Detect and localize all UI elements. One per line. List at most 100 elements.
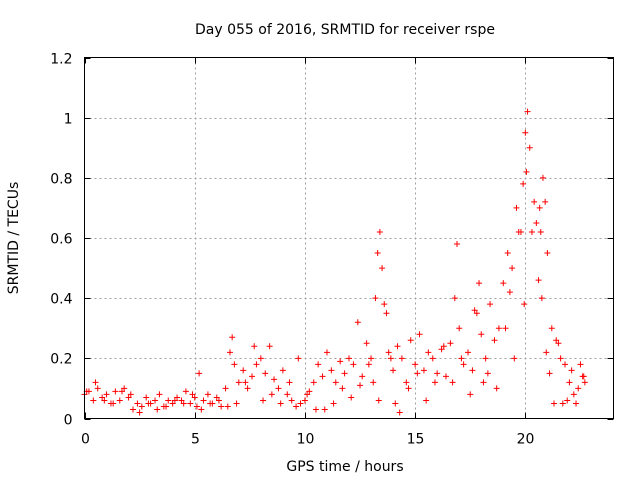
x-tick-label: 15 (407, 432, 425, 448)
data-point (145, 400, 152, 407)
data-point (447, 340, 454, 347)
data-point (548, 325, 555, 332)
data-point (431, 379, 438, 386)
data-point (379, 265, 386, 272)
data-point (193, 403, 200, 410)
data-point (266, 343, 273, 350)
data-point (231, 361, 238, 368)
x-tick-label: 0 (81, 432, 90, 448)
data-point (350, 361, 357, 368)
chart-title: Day 055 of 2016, SRMTID for receiver rsp… (195, 22, 495, 38)
data-point (482, 355, 489, 362)
data-point (509, 265, 516, 272)
data-point (416, 331, 423, 338)
x-tick-label: 5 (191, 432, 200, 448)
data-point (454, 241, 461, 248)
data-point (224, 403, 231, 410)
data-point (370, 379, 377, 386)
x-axis-label: GPS time / hours (286, 459, 403, 475)
data-point (118, 388, 125, 395)
data-point (154, 406, 161, 413)
data-point (191, 394, 198, 401)
x-tick-label: 20 (517, 432, 535, 448)
axis-ticks: 0 5 10 15 20 0 0.2 0.4 0.6 0.8 1 1.2 (50, 52, 614, 448)
data-point (403, 379, 410, 386)
data-point (412, 361, 419, 368)
data-point (521, 301, 528, 308)
data-point (125, 394, 132, 401)
plot-frame (84, 57, 614, 419)
data-point (288, 397, 295, 404)
data-point (94, 385, 101, 392)
data-point (90, 397, 97, 404)
data-point (451, 295, 458, 302)
data-point (573, 400, 580, 407)
data-point (557, 355, 564, 362)
data-point (271, 376, 278, 383)
data-point (478, 331, 485, 338)
data-point (275, 385, 282, 392)
data-point (480, 379, 487, 386)
data-point (321, 406, 328, 413)
data-point (533, 219, 540, 226)
data-point (332, 379, 339, 386)
data-point (215, 397, 222, 404)
data-point (535, 277, 542, 284)
y-axis-label: SRMTID / TECUs (6, 182, 22, 295)
data-point (531, 198, 538, 205)
data-point (580, 373, 587, 380)
data-point (279, 367, 286, 374)
x-tick-label: 10 (297, 432, 315, 448)
data-point (242, 379, 249, 386)
data-point (189, 391, 196, 398)
data-point (434, 370, 441, 377)
data-point (405, 385, 412, 392)
data-point (129, 406, 136, 413)
data-point (398, 355, 405, 362)
data-point (471, 307, 478, 314)
data-point (244, 385, 251, 392)
data-point (442, 373, 449, 380)
data-point (297, 400, 304, 407)
data-point (392, 400, 399, 407)
data-point (476, 280, 483, 287)
data-point (249, 373, 256, 380)
data-point (460, 361, 467, 368)
data-point (359, 373, 366, 380)
data-point (487, 301, 494, 308)
data-point (365, 361, 372, 368)
data-point (491, 337, 498, 344)
data-point (174, 394, 181, 401)
data-point (414, 370, 421, 377)
y-tick-label: 1.2 (50, 52, 72, 68)
data-point (253, 361, 260, 368)
data-point (523, 168, 530, 175)
data-point (330, 400, 337, 407)
data-point (372, 295, 379, 302)
data-point (143, 394, 150, 401)
data-point (526, 144, 533, 151)
y-tick-label: 0 (64, 413, 73, 429)
data-point (156, 391, 163, 398)
data-point (315, 361, 322, 368)
data-point (229, 334, 236, 341)
data-point (575, 385, 582, 392)
data-point (375, 397, 382, 404)
data-point (196, 370, 203, 377)
data-point (295, 355, 302, 362)
data-point (546, 370, 553, 377)
data-point (136, 409, 143, 416)
data-point (178, 397, 185, 404)
data-point (251, 343, 258, 350)
data-point (528, 228, 535, 235)
data-point (550, 400, 557, 407)
data-point (376, 228, 383, 235)
data-point (506, 289, 513, 296)
data-point (207, 400, 214, 407)
data-point (112, 388, 119, 395)
data-point (277, 400, 284, 407)
data-point (134, 400, 141, 407)
data-point (538, 295, 545, 302)
data-point (284, 391, 291, 398)
data-point (101, 397, 108, 404)
